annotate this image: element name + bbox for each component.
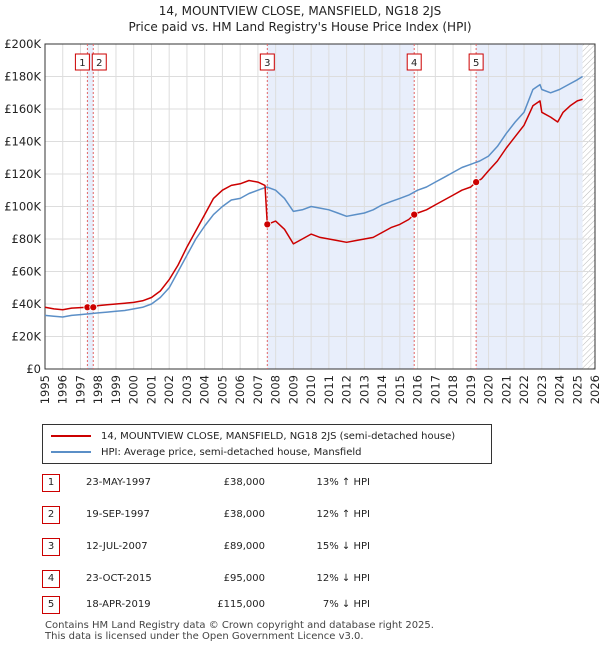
chart-legend: 14, MOUNTVIEW CLOSE, MANSFIELD, NG18 2JS… — [42, 424, 492, 464]
sale-date: 19-SEP-1997 — [86, 509, 150, 520]
table-row: 1 23-MAY-1997 £38,000 13% ↑ HPI — [0, 474, 600, 494]
legend-swatch-property — [51, 435, 91, 437]
y-tick-label: £20K — [12, 330, 42, 344]
sale-marker-badge — [406, 53, 422, 71]
x-tick-label: 2017 — [428, 375, 442, 404]
x-tick-label: 1995 — [38, 375, 52, 404]
sale-number-badge: 1 — [42, 474, 60, 492]
x-tick-label: 2019 — [464, 375, 478, 404]
sale-number-badge: 5 — [42, 596, 60, 614]
sale-price: £95,000 — [223, 573, 265, 584]
footer-line-licence: This data is licensed under the Open Gov… — [45, 631, 364, 642]
sale-price: £89,000 — [223, 541, 265, 552]
sale-number-badge: 2 — [42, 506, 60, 524]
sale-marker-badge — [468, 53, 484, 71]
x-tick-label: 2007 — [251, 375, 265, 404]
sale-hpi-change: 13% ↑ HPI — [316, 477, 370, 488]
table-row: 2 19-SEP-1997 £38,000 12% ↑ HPI — [0, 506, 600, 526]
x-tick-label: 2009 — [286, 375, 300, 404]
sale-marker-badge — [259, 53, 275, 71]
sale-date: 23-MAY-1997 — [86, 477, 152, 488]
x-tick-label: 2002 — [162, 375, 176, 404]
chart-subtitle: Price paid vs. HM Land Registry's House … — [128, 20, 472, 34]
x-tick-label: 2014 — [375, 375, 389, 404]
x-tick-label: 1996 — [56, 375, 70, 404]
x-tick-label: 2018 — [446, 375, 460, 404]
sale-hpi-change: 12% ↑ HPI — [316, 509, 370, 520]
x-tick-label: 2006 — [233, 375, 247, 404]
y-tick-label: £100K — [4, 200, 41, 214]
x-tick-label: 2023 — [535, 375, 549, 404]
x-tick-label: 2011 — [322, 375, 336, 404]
sale-point — [410, 210, 419, 219]
y-tick-label: £80K — [12, 232, 42, 246]
sale-price: £115,000 — [217, 599, 265, 610]
sale-price: £38,000 — [223, 477, 265, 488]
legend-label-property: 14, MOUNTVIEW CLOSE, MANSFIELD, NG18 2JS… — [101, 430, 456, 442]
legend-label-hpi: HPI: Average price, semi-detached house,… — [101, 446, 362, 458]
x-tick-label: 2020 — [482, 375, 496, 404]
price-chart: 1 2 3 4 5 £0 £20K £40K £60K £80K £100K £120K £140K £1… — [4, 37, 600, 404]
sale-marker-label: 5 — [473, 58, 479, 69]
x-tick-label: 2015 — [393, 375, 407, 404]
legend-item-property: 14, MOUNTVIEW CLOSE, MANSFIELD, NG18 2JS… — [51, 428, 455, 444]
x-tick-label: 2021 — [499, 375, 513, 404]
y-tick-label: £0 — [26, 362, 41, 376]
table-row: 5 18-APR-2019 £115,000 7% ↓ HPI — [0, 596, 600, 616]
x-tick-label: 2005 — [215, 375, 229, 404]
x-tick-label: 2024 — [553, 375, 567, 404]
sale-date: 12-JUL-2007 — [86, 541, 148, 552]
y-tick-label: £60K — [12, 265, 42, 279]
table-row: 3 12-JUL-2007 £89,000 15% ↓ HPI — [0, 538, 600, 558]
x-tick-label: 2008 — [269, 375, 283, 404]
sale-number-badge: 3 — [42, 538, 60, 556]
sale-point — [472, 178, 481, 187]
x-tick-label: 1997 — [73, 375, 87, 404]
legend-item-hpi: HPI: Average price, semi-detached house,… — [51, 444, 361, 460]
x-tick-label: 2001 — [144, 375, 158, 404]
series-line-property — [44, 98, 583, 311]
sale-price: £38,000 — [223, 509, 265, 520]
sale-point — [89, 303, 98, 312]
y-tick-label: £160K — [4, 102, 41, 116]
sale-marker-badge — [74, 53, 90, 71]
x-tick-label: 2000 — [127, 375, 141, 404]
sale-number-badge: 4 — [42, 570, 60, 588]
x-tick-label: 2012 — [340, 375, 354, 404]
footer-line-copyright: Contains HM Land Registry data © Crown c… — [45, 620, 434, 631]
sale-marker-label: 4 — [411, 58, 417, 69]
x-tick-label: 2013 — [357, 375, 371, 404]
table-row: 4 23-OCT-2015 £95,000 12% ↓ HPI — [0, 570, 600, 590]
y-tick-label: £120K — [4, 167, 41, 181]
x-tick-label: 2025 — [570, 375, 584, 404]
plot-border — [44, 43, 596, 370]
y-tick-label: £40K — [12, 297, 42, 311]
chart-title: 14, MOUNTVIEW CLOSE, MANSFIELD, NG18 2JS — [158, 4, 442, 18]
x-tick-label: 2016 — [411, 375, 425, 404]
x-tick-label: 2010 — [304, 375, 318, 404]
sale-date: 23-OCT-2015 — [86, 573, 152, 584]
legend-swatch-hpi — [51, 451, 91, 453]
footer-attribution: Contains HM Land Registry data © Crown c… — [45, 620, 434, 642]
x-tick-label: 1998 — [91, 375, 105, 404]
x-tick-label: 1999 — [109, 375, 123, 404]
y-tick-label: £180K — [4, 70, 41, 84]
sale-date: 18-APR-2019 — [86, 599, 151, 610]
x-tick-label: 2022 — [517, 375, 531, 404]
x-tick-label: 2004 — [198, 375, 212, 404]
sale-marker-badge — [91, 53, 107, 71]
x-tick-label: 2026 — [588, 375, 600, 404]
sale-marker-label: 1 — [79, 58, 85, 69]
series-line-hpi — [44, 75, 583, 318]
y-tick-label: £140K — [4, 135, 41, 149]
sale-hpi-change: 15% ↓ HPI — [316, 541, 370, 552]
sale-marker-label: 2 — [96, 58, 102, 69]
sale-hpi-change: 12% ↓ HPI — [316, 573, 370, 584]
sale-hpi-change: 7% ↓ HPI — [322, 599, 370, 610]
sale-point — [263, 220, 272, 229]
x-tick-label: 2003 — [180, 375, 194, 404]
y-tick-label: £200K — [4, 37, 41, 51]
sale-marker-label: 3 — [264, 58, 270, 69]
